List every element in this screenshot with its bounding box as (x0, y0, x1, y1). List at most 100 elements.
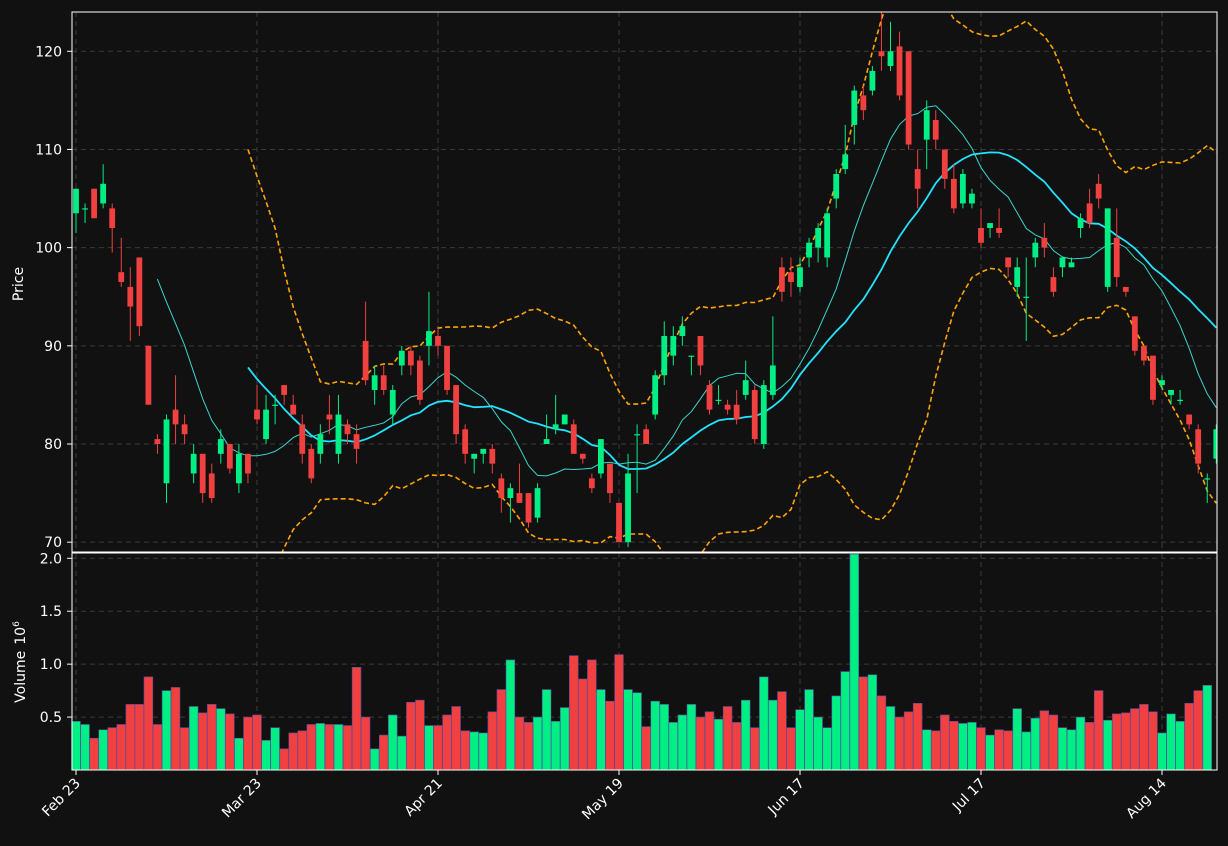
candle-body (1050, 277, 1057, 292)
candle-body (1113, 237, 1120, 278)
volume-scale-base: 10 (13, 627, 29, 645)
bollinger-upper-band (247, 12, 1217, 405)
volume-bar (596, 689, 606, 771)
volume-bar (731, 722, 742, 771)
candle-body (697, 336, 704, 366)
candle-body (978, 228, 984, 243)
candle-body (634, 434, 640, 436)
candle-body (217, 439, 224, 454)
candle-body (932, 120, 939, 140)
candle-body (543, 439, 550, 444)
volume-bar (1075, 716, 1086, 771)
volume-bar (931, 730, 941, 771)
candle-body (308, 448, 315, 479)
candle-body (969, 193, 975, 204)
candle-body (208, 473, 215, 498)
volume-bar (89, 737, 99, 771)
volume-bar (759, 676, 769, 771)
volume-bar (234, 737, 244, 771)
volume-bar (587, 659, 597, 771)
volume-bar (107, 727, 117, 771)
candle-body (344, 424, 351, 435)
candle-body (706, 385, 713, 410)
candle-body (679, 326, 686, 336)
volume-bar (1175, 721, 1185, 771)
candle-body (1213, 429, 1217, 459)
volume-bar (1103, 719, 1113, 771)
volume-bar (415, 699, 425, 771)
candle-body (996, 228, 1002, 233)
candle-body (1204, 478, 1211, 480)
volume-bar (288, 732, 298, 771)
candle-body (489, 448, 496, 464)
volume-y-tick-label: 1.0 (40, 657, 62, 673)
volume-bar (668, 722, 679, 771)
price-y-tick-label: 70 (44, 535, 62, 551)
volume-bar (550, 721, 561, 771)
volume-bar (478, 732, 488, 771)
volume-bar (1130, 708, 1140, 771)
candle-body (941, 149, 948, 179)
candle-body (290, 404, 297, 415)
volume-bar (813, 716, 823, 771)
candle-body (1032, 242, 1039, 258)
candle-body (172, 409, 179, 425)
volume-bar (713, 718, 724, 771)
volume-bar (378, 734, 389, 771)
volume-bar (885, 706, 896, 771)
candle-body (1077, 218, 1084, 228)
candle-body (987, 223, 993, 228)
candle-body (1150, 355, 1156, 400)
candle-body (733, 404, 740, 420)
volume-bar (433, 725, 443, 771)
volume-bar (360, 716, 371, 771)
candle-body (190, 453, 197, 474)
volume-bar (170, 687, 181, 771)
volume-bar (388, 714, 398, 771)
volume-bar (858, 676, 869, 771)
candle-body (163, 419, 170, 484)
candle-body (480, 448, 487, 454)
volume-bar (605, 700, 615, 771)
candle-body (607, 463, 613, 494)
candle-body (127, 286, 134, 307)
candle-body (362, 340, 369, 381)
volume-bar (1193, 690, 1203, 771)
indicator-layer (156, 12, 1217, 552)
candle-body (263, 409, 269, 440)
candle-body (860, 95, 867, 111)
volume-bar (614, 654, 624, 771)
volume-bar (297, 730, 307, 771)
volume-bar (722, 706, 733, 771)
candle-body (1122, 286, 1129, 292)
volume-bar (487, 711, 497, 771)
volume-bar (351, 667, 362, 771)
candle-body (769, 365, 776, 395)
candle-body (534, 488, 541, 518)
volume-bar (198, 712, 208, 771)
volume-bar (71, 721, 81, 771)
volume-bar (1157, 732, 1167, 771)
candle-body (588, 478, 595, 489)
volume-bar (949, 721, 959, 771)
candle-body (1059, 257, 1066, 268)
candle-body (1177, 399, 1183, 402)
volume-bar (659, 704, 669, 771)
volume-bar (179, 727, 190, 771)
candle-body (815, 228, 821, 248)
volume-label-text: Volume (13, 651, 29, 703)
volume-bar (804, 689, 814, 771)
volume-bar (641, 726, 651, 771)
candle-body (1068, 262, 1075, 268)
candle-body (335, 414, 342, 454)
candle-body (1005, 257, 1012, 268)
candle-body (236, 453, 242, 484)
price-panel: 70 80 90 100 110 120 (35, 11, 1218, 553)
volume-bar (125, 704, 136, 771)
candle-body (896, 46, 903, 96)
candle-body (616, 502, 622, 543)
volume-bar (1039, 710, 1050, 771)
candle-body (154, 439, 161, 444)
volume-bar (1084, 722, 1095, 771)
volume-bar (1030, 717, 1041, 771)
